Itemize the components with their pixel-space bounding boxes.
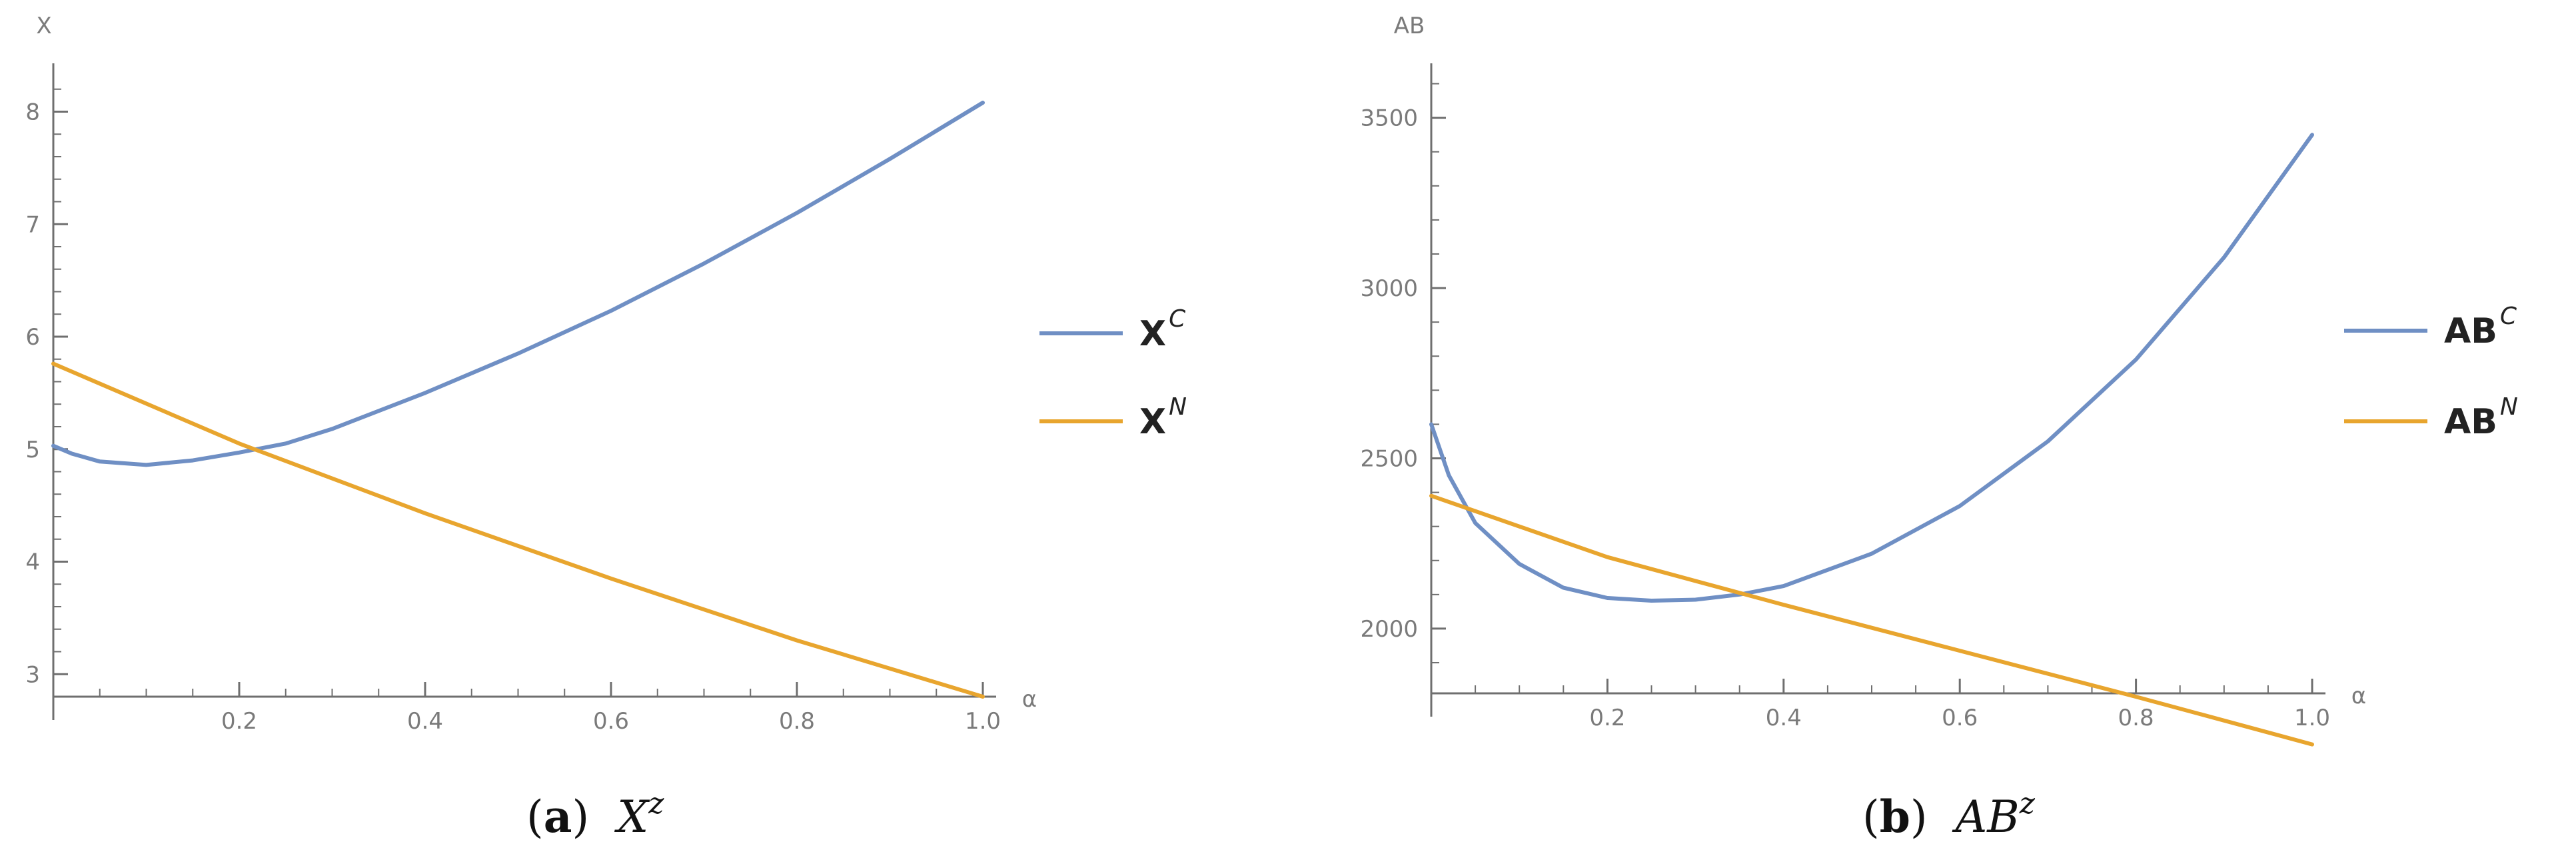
legend-label-sup: C: [1169, 305, 1186, 333]
legend-label-sup: N: [1169, 393, 1187, 421]
y-tick-label: 8: [25, 99, 40, 126]
y-axis-label: AB: [1394, 13, 1425, 39]
y-tick-label: 4: [25, 549, 40, 576]
x-tick-label: 0.4: [1766, 705, 1802, 731]
x-tick-label: 0.2: [1589, 705, 1625, 731]
legend-label: AB: [2444, 311, 2497, 351]
series-line-c: [51, 101, 985, 467]
panel-caption: (b) ABz: [1862, 787, 2036, 843]
x-tick-label: 0.8: [2118, 705, 2154, 731]
y-tick-label: 3000: [1360, 275, 1418, 302]
y-tick-label: 6: [25, 324, 40, 351]
y-tick-label: 2500: [1360, 446, 1418, 473]
x-tick-label: 0.6: [593, 708, 629, 735]
y-tick-label: 7: [25, 211, 40, 238]
series-line-n: [51, 361, 985, 699]
x-tick-label: 0.4: [407, 708, 443, 735]
x-tick-label: 0.2: [221, 708, 257, 735]
panel-caption: (a) Xz: [526, 787, 664, 843]
y-axis-label: X: [36, 13, 51, 39]
x-tick-label: 1.0: [2294, 705, 2330, 731]
x-axis-label: α: [2351, 683, 2366, 709]
x-tick-label: 1.0: [965, 708, 1001, 735]
x-tick-label: 0.6: [1942, 705, 1978, 731]
y-tick-label: 3: [25, 661, 40, 688]
legend-label-sup: N: [2500, 393, 2518, 421]
series-line-c: [1429, 133, 2314, 603]
legend-label: X: [1139, 402, 1166, 442]
y-tick-label: 3500: [1360, 105, 1418, 132]
legend-label: X: [1139, 314, 1166, 354]
x-axis-label: α: [1022, 686, 1037, 713]
y-tick-label: 5: [25, 437, 40, 463]
x-tick-label: 0.8: [779, 708, 815, 735]
legend-label-sup: C: [2500, 303, 2517, 330]
legend-label: AB: [2444, 402, 2497, 442]
series-line-n: [1429, 493, 2314, 747]
y-tick-label: 2000: [1360, 616, 1418, 643]
